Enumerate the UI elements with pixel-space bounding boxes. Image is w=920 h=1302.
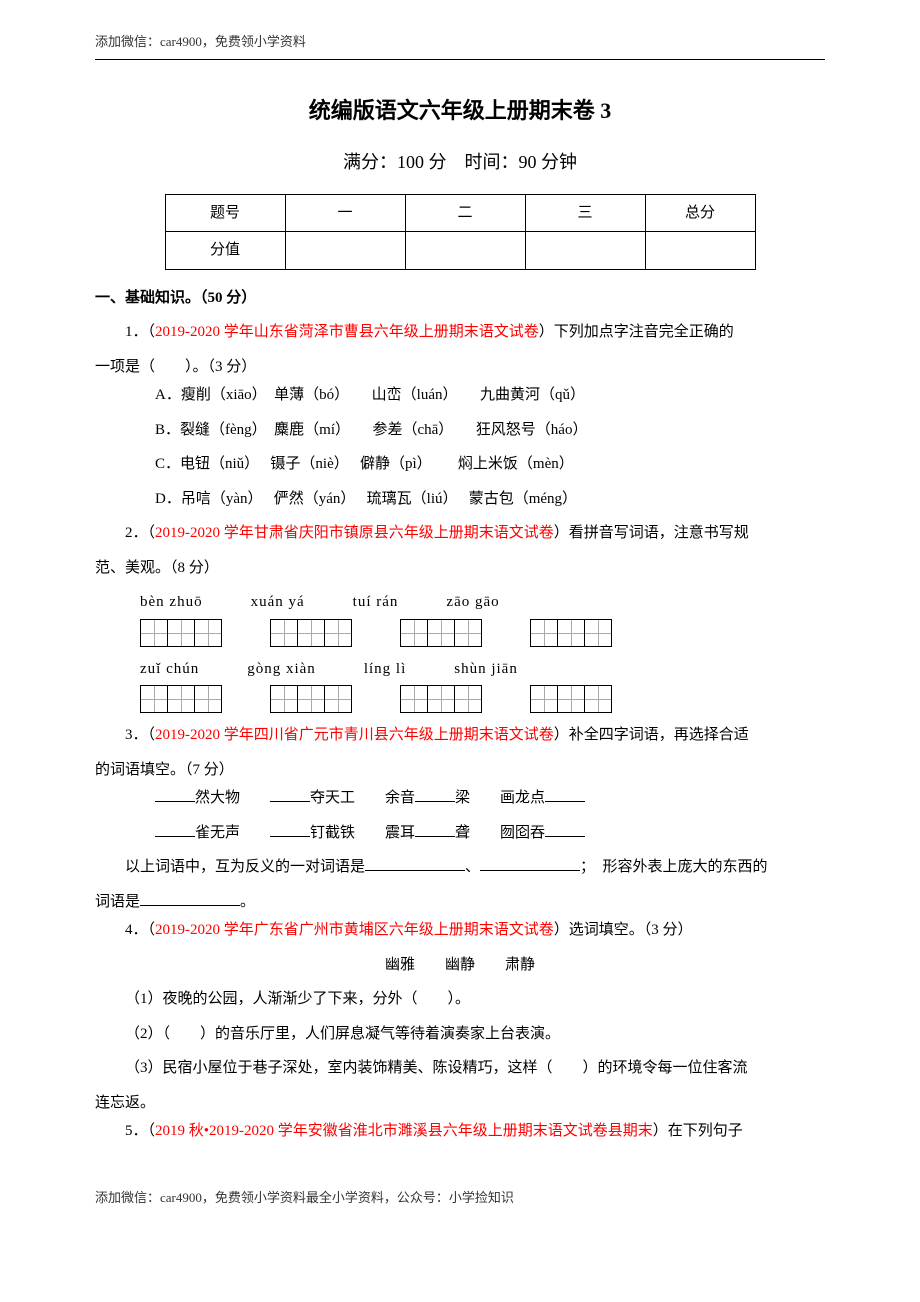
q3-r3a: 以上词语中，互为反义的一对词语是 <box>125 859 365 875</box>
cell <box>645 232 755 270</box>
q4-item2: （2）（ ）的音乐厅里，人们屏息凝气等待着演奏家上台表演。 <box>95 1020 825 1049</box>
tianzige <box>140 619 222 647</box>
q1-post: ）下列加点字注音完全正确的 <box>539 324 734 340</box>
section-heading: 一、基础知识。（50 分） <box>95 284 825 313</box>
tianzige <box>530 619 612 647</box>
q3-r4a: 词语是 <box>95 894 140 910</box>
pinyin: gòng xiàn <box>247 655 316 684</box>
cell: 一 <box>285 194 405 232</box>
q4-words: 幽雅 幽静 肃静 <box>95 951 825 980</box>
tianzige-row-1 <box>95 619 825 647</box>
q3-r4b: 。 <box>240 894 255 910</box>
header-rule <box>95 59 825 60</box>
pinyin: tuí rán <box>353 588 399 617</box>
page-subtitle: 满分：100 分 时间：90 分钟 <box>95 145 825 179</box>
blank <box>155 822 195 837</box>
table-row: 分值 <box>165 232 755 270</box>
q1-line2: 一项是（ ）。（3 分） <box>95 353 825 382</box>
q1-pre: 1．（ <box>125 324 155 340</box>
q3-row2: 雀无声 钉截铁 震耳聋 囫囵吞 <box>95 819 825 848</box>
q2-source: 2019-2020 学年甘肃省庆阳市镇原县六年级上册期末语文试卷 <box>155 525 554 541</box>
q5-pre: 5．（ <box>125 1123 155 1139</box>
pinyin: zuǐ chún <box>140 655 199 684</box>
page-title: 统编版语文六年级上册期末卷 3 <box>95 90 825 132</box>
q1-source: 2019-2020 学年山东省菏泽市曹县六年级上册期末语文试卷 <box>155 324 539 340</box>
q2-post: ）看拼音写词语，注意书写规 <box>554 525 749 541</box>
q3-pre: 3．（ <box>125 727 155 743</box>
footer-note: 添加微信：car4900，免费领小学资料最全小学资料，公众号：小学捡知识 <box>95 1186 825 1211</box>
tianzige-row-2 <box>95 685 825 713</box>
q2-pre: 2．（ <box>125 525 155 541</box>
q4-item3b: 连忘返。 <box>95 1089 825 1118</box>
question-5: 5．（2019 秋•2019-2020 学年安徽省淮北市濉溪县六年级上册期末语文… <box>95 1117 825 1146</box>
blank <box>270 787 310 802</box>
question-4: 4．（2019-2020 学年广东省广州市黄埔区六年级上册期末语文试卷）选词填空… <box>95 916 825 945</box>
option-b: B．裂缝（fèng） 麋鹿（mí） 参差（chā） 狂风怒号（háo） <box>95 416 825 445</box>
q5-source: 2019 秋•2019-2020 学年安徽省淮北市濉溪县六年级上册期末语文试卷县… <box>155 1123 653 1139</box>
blank <box>155 787 195 802</box>
q4-source: 2019-2020 学年广东省广州市黄埔区六年级上册期末语文试卷 <box>155 922 554 938</box>
header-note: 添加微信：car4900，免费领小学资料 <box>95 30 825 55</box>
blank <box>480 856 580 871</box>
pinyin: líng lì <box>364 655 406 684</box>
q4-pre: 4．（ <box>125 922 155 938</box>
q4-item3: （3）民宿小屋位于巷子深处，室内装饰精美、陈设精巧，这样（ ）的环境令每一位住客… <box>95 1054 825 1083</box>
q3-row1: 然大物 夺天工 余音梁 画龙点 <box>95 784 825 813</box>
pinyin-row-1: bèn zhuō xuán yá tuí rán zāo gāo <box>95 588 825 617</box>
blank <box>545 787 585 802</box>
cell <box>285 232 405 270</box>
pinyin-row-2: zuǐ chún gòng xiàn líng lì shùn jiān <box>95 655 825 684</box>
cell: 三 <box>525 194 645 232</box>
blank <box>140 891 240 906</box>
pinyin: bèn zhuō <box>140 588 203 617</box>
q3-post: ）补全四字词语，再选择合适 <box>554 727 749 743</box>
tianzige <box>270 619 352 647</box>
q3-row4: 词语是 。 <box>95 888 825 917</box>
option-a: A．瘦削（xiāo） 单薄（bó） 山峦（luán） 九曲黄河（qǔ） <box>95 381 825 410</box>
q5-post: ）在下列句子 <box>653 1123 743 1139</box>
q3-source: 2019-2020 学年四川省广元市青川县六年级上册期末语文试卷 <box>155 727 554 743</box>
cell <box>525 232 645 270</box>
blank <box>415 787 455 802</box>
pinyin: shùn jiān <box>454 655 518 684</box>
q3-r3c: ； 形容外表上庞大的东西的 <box>580 859 768 875</box>
pinyin: zāo gāo <box>446 588 499 617</box>
cell <box>405 232 525 270</box>
blank <box>545 822 585 837</box>
score-table: 题号 一 二 三 总分 分值 <box>165 194 756 270</box>
tianzige <box>270 685 352 713</box>
q4-post: ）选词填空。（3 分） <box>554 922 693 938</box>
tianzige <box>400 685 482 713</box>
q3-row3: 以上词语中，互为反义的一对词语是 、 ； 形容外表上庞大的东西的 <box>95 853 825 882</box>
blank <box>270 822 310 837</box>
q4-item1: （1）夜晚的公园，人渐渐少了下来，分外（ ）。 <box>95 985 825 1014</box>
cell: 题号 <box>165 194 285 232</box>
blank <box>365 856 465 871</box>
option-d: D．吊唁（yàn） 俨然（yán） 琉璃瓦（liú） 蒙古包（méng） <box>95 485 825 514</box>
tianzige <box>530 685 612 713</box>
tianzige <box>140 685 222 713</box>
q2-line2: 范、美观。（8 分） <box>95 554 825 583</box>
cell: 分值 <box>165 232 285 270</box>
question-1: 1．（2019-2020 学年山东省菏泽市曹县六年级上册期末语文试卷）下列加点字… <box>95 318 825 347</box>
q3-r3b: 、 <box>465 859 480 875</box>
cell: 总分 <box>645 194 755 232</box>
pinyin: xuán yá <box>251 588 305 617</box>
question-3: 3．（2019-2020 学年四川省广元市青川县六年级上册期末语文试卷）补全四字… <box>95 721 825 750</box>
blank <box>415 822 455 837</box>
q3-line2: 的词语填空。（7 分） <box>95 756 825 785</box>
tianzige <box>400 619 482 647</box>
table-row: 题号 一 二 三 总分 <box>165 194 755 232</box>
option-c: C．电钮（niǔ） 镊子（niè） 僻静（pì） 焖上米饭（mèn） <box>95 450 825 479</box>
cell: 二 <box>405 194 525 232</box>
question-2: 2．（2019-2020 学年甘肃省庆阳市镇原县六年级上册期末语文试卷）看拼音写… <box>95 519 825 548</box>
